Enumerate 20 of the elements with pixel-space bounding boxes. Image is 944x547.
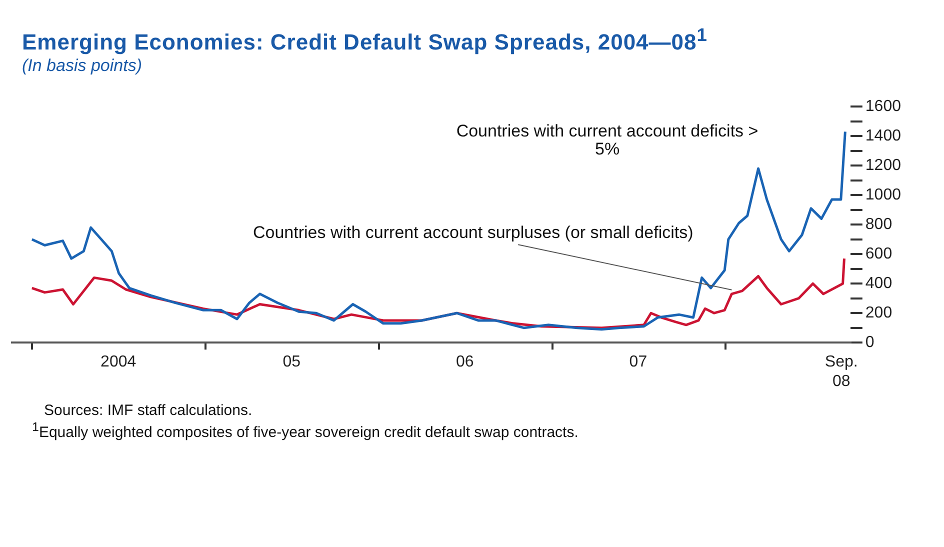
text: $^{1}$Equally weighted composites of five-year sovereign credit default swap contracts. xyxy=(32,419,580,442)
y-tick-label: 400 xyxy=(865,275,892,292)
series-label: Countries with current account deficits > 5% xyxy=(456,122,758,159)
x-tick-label: 05 xyxy=(282,354,301,371)
y-tick-label: 1400 xyxy=(865,128,902,145)
y-tick-label: 1200 xyxy=(865,157,902,174)
y-tick-label: 0 xyxy=(865,334,874,352)
y-tick-label: 1600 xyxy=(865,98,902,116)
y-tick-label: 200 xyxy=(865,304,892,322)
x-tick-label: Sep. 08 xyxy=(824,354,858,390)
y-tick-label: 1000 xyxy=(865,186,902,204)
chart-subtitle: (In basis points) xyxy=(21,56,143,76)
text: Countries with current account surpluses (or small deficits) xyxy=(252,223,694,242)
y-tick-label: 800 xyxy=(865,216,892,234)
x-tick-label: 2004 xyxy=(100,354,136,371)
x-tick-label: 07 xyxy=(629,354,648,371)
chart-title: Emerging Economies: Credit Default Swap Spreads, 2004—08$^{1}$ xyxy=(21,23,708,54)
y-tick-label: 600 xyxy=(865,246,892,263)
source-note: Sources: IMF staff calculations. xyxy=(43,402,254,420)
x-tick-label: 06 xyxy=(456,354,474,371)
